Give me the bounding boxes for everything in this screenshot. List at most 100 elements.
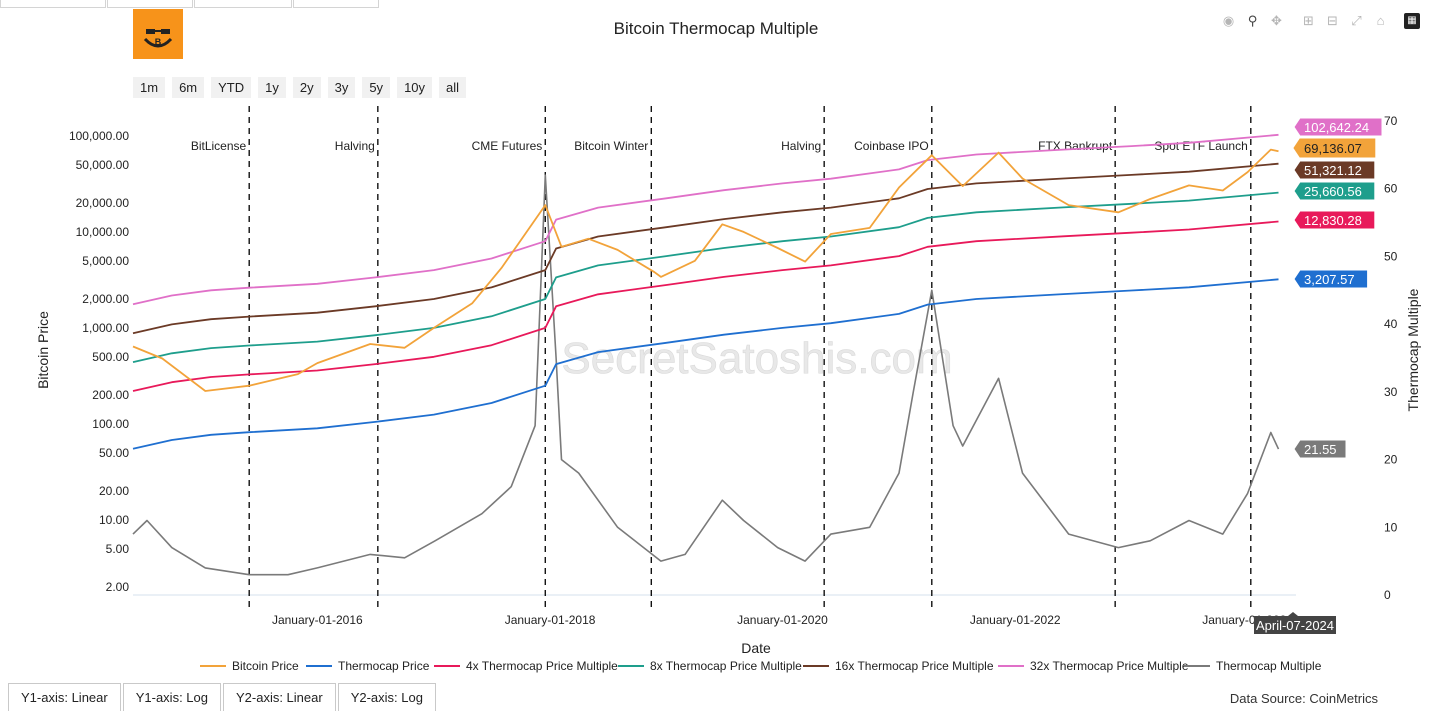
y2-tick-label: 40 <box>1384 317 1398 331</box>
event-label: Coinbase IPO <box>854 139 929 153</box>
top-tab[interactable] <box>293 0 379 8</box>
y-tick-label: 2,000.00 <box>82 292 129 306</box>
end-value-labels: 102,642.24 69,136.07 51,321.12 25,660.56 12,… <box>1293 117 1383 459</box>
range-button-all[interactable]: all <box>439 77 467 98</box>
series-line <box>132 220 1279 392</box>
series-line <box>132 191 1279 363</box>
hover-date-box <box>1254 612 1336 634</box>
end-label-box <box>1293 210 1376 230</box>
top-tab[interactable] <box>107 0 193 8</box>
y2-tick-label: 60 <box>1384 182 1398 196</box>
series-line <box>132 133 1279 306</box>
top-tab[interactable] <box>194 0 292 8</box>
range-button-1m[interactable]: 1m <box>133 77 166 98</box>
y-tick-label: 1,000.00 <box>82 321 129 335</box>
hover-date-label: April-07-2024 <box>1254 612 1336 634</box>
event-label: BitLicense <box>191 139 247 153</box>
zoom-in-icon[interactable]: ⊞ <box>1303 12 1314 28</box>
x-tick-label: January-01-2016 <box>272 613 363 627</box>
event-label: Spot ETF Launch <box>1154 139 1247 153</box>
end-label-value: 69,136.07 <box>1304 141 1362 156</box>
plotly-logo-icon[interactable]: ▦ <box>1404 12 1420 29</box>
range-button-2y[interactable]: 2y <box>292 77 321 98</box>
autoscale-icon[interactable]: ⤢ <box>1351 12 1362 28</box>
legend-item[interactable]: Bitcoin Price <box>232 659 299 673</box>
y-tick-label: 500.00 <box>92 350 129 364</box>
end-label-value: 21.55 <box>1304 442 1337 457</box>
range-button-10y[interactable]: 10y <box>397 77 433 98</box>
y-tick-label: 200.00 <box>92 388 129 402</box>
chart-title: Bitcoin Thermocap Multiple <box>613 19 819 38</box>
tab-y1-linear[interactable]: Y1-axis: Linear <box>8 683 121 711</box>
end-label-value: 12,830.28 <box>1304 213 1362 228</box>
modebar: ◉ ⚲ ✥ ⊞ ⊟ ⤢ ⌂ ▦ <box>1220 12 1420 29</box>
y2-tick-label: 0 <box>1384 588 1391 602</box>
y-tick-label: 10.00 <box>99 513 129 527</box>
tab-y1-log[interactable]: Y1-axis: Log <box>122 683 221 711</box>
end-label-box <box>1293 181 1376 201</box>
x-axis-ticks: January-01-2016 January-01-2018 January-01… <box>272 613 1293 627</box>
x-tick-label: January-01-2018 <box>505 613 596 627</box>
end-label-box <box>1293 117 1383 137</box>
y-tick-label: 100.00 <box>92 417 129 431</box>
top-tab[interactable] <box>0 0 106 8</box>
legend-item[interactable]: 8x Thermocap Price Multiple <box>650 659 802 673</box>
end-label-value: 102,642.24 <box>1304 120 1369 135</box>
range-button-3y[interactable]: 3y <box>327 77 356 98</box>
end-label-box <box>1293 439 1347 459</box>
x-tick-label: January-01-2022 <box>970 613 1061 627</box>
end-label-value: 25,660.56 <box>1304 184 1362 199</box>
x-axis-label: Date <box>741 640 771 656</box>
y-axis-ticks: 2.00 5.00 10.00 20.00 50.00 100.00 200.00 500.0… <box>69 129 129 594</box>
home-icon[interactable]: ⌂ <box>1376 13 1385 28</box>
tab-y2-linear[interactable]: Y2-axis: Linear <box>222 683 336 711</box>
series-lines <box>132 133 1280 576</box>
range-button-1y[interactable]: 1y <box>258 77 286 98</box>
hover-date-text: April-07-2024 <box>1256 618 1334 633</box>
legend-item[interactable]: 4x Thermocap Price Multiple <box>466 659 618 673</box>
series-line <box>132 278 1279 450</box>
tab-y2-log[interactable]: Y2-axis: Log <box>337 683 436 711</box>
legend-item[interactable]: Thermocap Multiple <box>1216 659 1322 673</box>
range-button-ytd[interactable]: YTD <box>211 77 252 98</box>
legend: Bitcoin Price Thermocap Price 4x Thermocap… <box>200 659 1322 673</box>
end-label-value: 51,321.12 <box>1304 163 1362 178</box>
top-tabs-strip <box>0 0 1456 8</box>
y2-tick-label: 10 <box>1384 520 1398 534</box>
camera-icon[interactable]: ◉ <box>1222 12 1235 28</box>
y-tick-label: 2.00 <box>106 580 130 594</box>
pan-icon[interactable]: ✥ <box>1271 12 1282 28</box>
range-selector: 1m 6m YTD 1y 2y 3y 5y 10y all <box>133 77 467 98</box>
y2-tick-label: 70 <box>1384 114 1398 128</box>
y2-tick-label: 50 <box>1384 249 1398 263</box>
zoom-icon[interactable]: ⚲ <box>1247 12 1258 28</box>
axis-toggle-tabs: Y1-axis: Linear Y1-axis: Log Y2-axis: Li… <box>8 683 438 711</box>
range-button-5y[interactable]: 5y <box>362 77 391 98</box>
legend-item[interactable]: 32x Thermocap Price Multiple <box>1030 659 1189 673</box>
series-line <box>132 148 1279 392</box>
y-tick-label: 10,000.00 <box>76 225 130 239</box>
y2-tick-label: 20 <box>1384 453 1398 467</box>
data-source-note: Data Source: CoinMetrics <box>1229 691 1378 706</box>
y-tick-label: 20.00 <box>99 484 129 498</box>
x-tick-label: January-01-2020 <box>737 613 828 627</box>
y2-tick-label: 30 <box>1384 385 1398 399</box>
event-label: CME Futures <box>472 139 543 153</box>
legend-item[interactable]: 16x Thermocap Price Multiple <box>835 659 994 673</box>
bitcoin-logo-icon: B <box>133 9 183 59</box>
event-label: Bitcoin Winter <box>574 139 648 153</box>
event-label: Halving <box>781 139 821 153</box>
zoom-out-icon[interactable]: ⊟ <box>1327 12 1338 28</box>
event-label: Halving <box>335 139 375 153</box>
end-label-box <box>1293 160 1376 180</box>
end-label-value: 3,207.57 <box>1304 272 1355 287</box>
y-axis-label: Bitcoin Price <box>35 311 51 389</box>
legend-item[interactable]: Thermocap Price <box>338 659 430 673</box>
y2-axis-ticks: 0 10 20 30 40 50 60 70 <box>1384 114 1398 602</box>
y-tick-label: 100,000.00 <box>69 129 129 143</box>
y2-axis-label: Thermocap Multiple <box>1405 288 1421 411</box>
range-button-6m[interactable]: 6m <box>172 77 205 98</box>
y-tick-label: 5.00 <box>106 542 130 556</box>
y-tick-label: 20,000.00 <box>76 196 130 210</box>
